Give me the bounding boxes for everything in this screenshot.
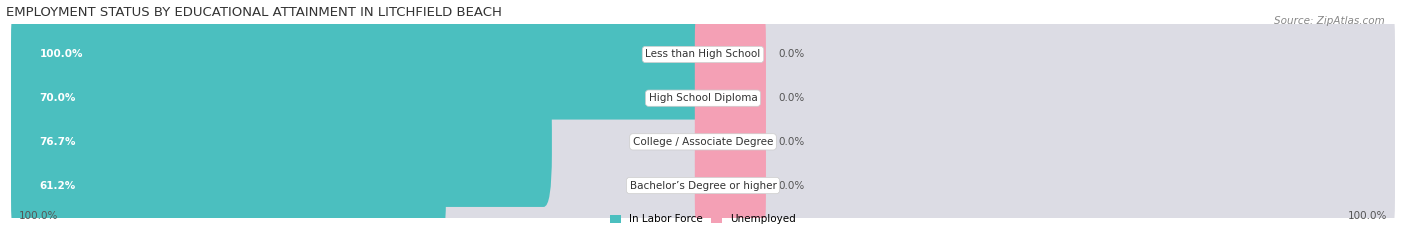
FancyBboxPatch shape: [11, 0, 711, 120]
FancyBboxPatch shape: [695, 120, 766, 233]
FancyBboxPatch shape: [11, 120, 446, 233]
Bar: [20, 33, 1386, 76]
FancyBboxPatch shape: [11, 120, 711, 233]
Text: 100.0%: 100.0%: [1347, 211, 1386, 221]
FancyBboxPatch shape: [11, 0, 711, 120]
Text: 100.0%: 100.0%: [39, 49, 83, 59]
Text: 61.2%: 61.2%: [39, 181, 76, 191]
Text: Source: ZipAtlas.com: Source: ZipAtlas.com: [1274, 16, 1385, 26]
Bar: [20, 164, 1386, 207]
FancyBboxPatch shape: [695, 33, 1395, 163]
FancyBboxPatch shape: [695, 120, 1395, 233]
Text: 0.0%: 0.0%: [778, 181, 804, 191]
Text: College / Associate Degree: College / Associate Degree: [633, 137, 773, 147]
FancyBboxPatch shape: [11, 33, 506, 163]
Text: 0.0%: 0.0%: [778, 93, 804, 103]
Text: Bachelor’s Degree or higher: Bachelor’s Degree or higher: [630, 181, 776, 191]
FancyBboxPatch shape: [11, 77, 553, 207]
Text: 0.0%: 0.0%: [778, 49, 804, 59]
Text: 70.0%: 70.0%: [39, 93, 76, 103]
FancyBboxPatch shape: [695, 77, 766, 207]
Legend: In Labor Force, Unemployed: In Labor Force, Unemployed: [606, 210, 800, 229]
Text: Less than High School: Less than High School: [645, 49, 761, 59]
FancyBboxPatch shape: [11, 77, 711, 207]
Text: High School Diploma: High School Diploma: [648, 93, 758, 103]
Bar: [20, 76, 1386, 120]
Text: 76.7%: 76.7%: [39, 137, 76, 147]
FancyBboxPatch shape: [695, 33, 766, 163]
FancyBboxPatch shape: [695, 0, 1395, 120]
FancyBboxPatch shape: [695, 0, 766, 120]
Text: 100.0%: 100.0%: [20, 211, 59, 221]
Bar: [20, 120, 1386, 164]
Text: 0.0%: 0.0%: [778, 137, 804, 147]
Text: EMPLOYMENT STATUS BY EDUCATIONAL ATTAINMENT IN LITCHFIELD BEACH: EMPLOYMENT STATUS BY EDUCATIONAL ATTAINM…: [6, 6, 502, 19]
FancyBboxPatch shape: [695, 77, 1395, 207]
FancyBboxPatch shape: [11, 33, 711, 163]
